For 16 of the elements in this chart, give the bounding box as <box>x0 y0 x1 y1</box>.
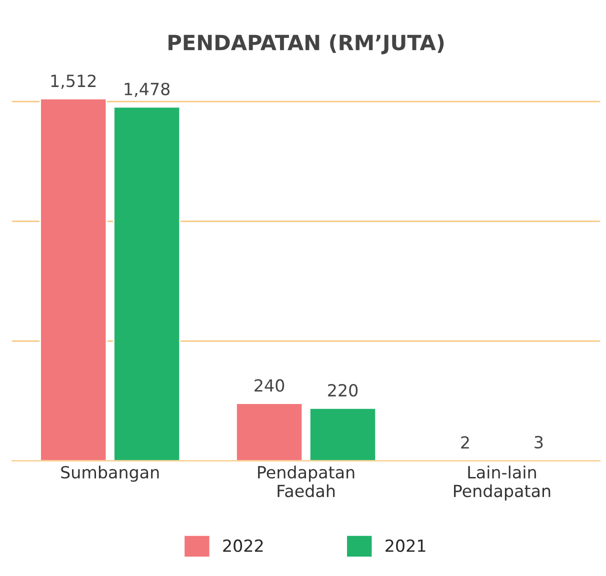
bar <box>309 407 377 461</box>
x-tick-label: Lain-lain Pendapatan <box>454 466 550 500</box>
bar <box>113 106 181 461</box>
bar <box>40 98 108 461</box>
data-label: 2 <box>461 436 469 449</box>
data-label: 3 <box>534 436 543 449</box>
bar <box>236 402 304 461</box>
x-tick-label: Sumbangan <box>61 466 159 482</box>
legend-label: 2021 <box>386 539 426 552</box>
legend-label: 2022 <box>223 539 263 552</box>
chart-title: PENDAPATAN (RM’JUTA) <box>168 34 444 54</box>
data-label: 240 <box>254 379 284 392</box>
data-label: 220 <box>328 384 358 397</box>
x-tick-label: Pendapatan Faedah <box>258 466 354 498</box>
data-label: 1,512 <box>51 74 96 89</box>
data-label: 1,478 <box>124 82 170 98</box>
